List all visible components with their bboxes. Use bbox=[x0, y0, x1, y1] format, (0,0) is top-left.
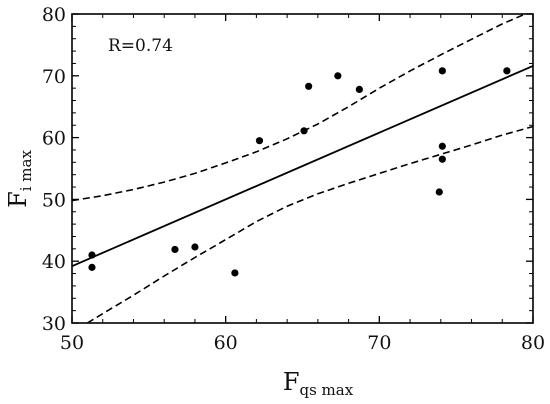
tick-marks-group bbox=[71, 13, 534, 324]
regression-line bbox=[71, 65, 534, 267]
data-point bbox=[255, 137, 264, 145]
y-axis-title-sub: i max bbox=[17, 150, 35, 192]
y-tick-label: 70 bbox=[42, 66, 66, 88]
y-tick-labels: 30 40 50 60 70 80 bbox=[42, 4, 66, 335]
y-axis-title: Fi max bbox=[4, 150, 35, 208]
x-tick-label: 50 bbox=[60, 332, 84, 354]
data-point bbox=[88, 263, 96, 271]
r-annotation: R=0.74 bbox=[108, 36, 173, 56]
confidence-band-group bbox=[71, 13, 534, 324]
y-tick-label: 40 bbox=[42, 251, 66, 273]
y-tick-label: 60 bbox=[42, 128, 66, 150]
data-point bbox=[88, 251, 96, 259]
y-axis-title-main: F bbox=[4, 191, 32, 208]
y-tick-label: 30 bbox=[42, 313, 66, 335]
data-point bbox=[438, 67, 446, 75]
y-tick-label: 50 bbox=[42, 189, 66, 211]
x-axis-title-sub: qs max bbox=[299, 381, 353, 399]
y-tick-label: 80 bbox=[42, 4, 66, 26]
lower-confidence-curve bbox=[86, 125, 534, 324]
fit-line-group bbox=[71, 65, 534, 267]
data-point bbox=[334, 72, 342, 80]
x-tick-label: 60 bbox=[214, 332, 238, 354]
x-axis-title: Fqs max bbox=[283, 368, 354, 399]
data-point bbox=[231, 269, 239, 277]
x-axis-title-main: F bbox=[283, 368, 300, 396]
data-point bbox=[305, 82, 313, 90]
data-points-group bbox=[88, 67, 511, 277]
data-point bbox=[438, 155, 446, 163]
upper-confidence-curve bbox=[71, 13, 526, 202]
data-point bbox=[435, 188, 443, 196]
data-point bbox=[171, 245, 179, 254]
x-tick-label: 80 bbox=[521, 332, 545, 354]
data-point bbox=[503, 67, 511, 75]
data-point bbox=[438, 142, 446, 150]
data-point bbox=[191, 243, 199, 251]
plot-frame bbox=[71, 13, 534, 324]
data-point bbox=[300, 127, 308, 135]
x-tick-labels: 50 60 70 80 bbox=[60, 332, 545, 354]
data-point bbox=[355, 85, 363, 93]
x-tick-label: 70 bbox=[367, 332, 391, 354]
